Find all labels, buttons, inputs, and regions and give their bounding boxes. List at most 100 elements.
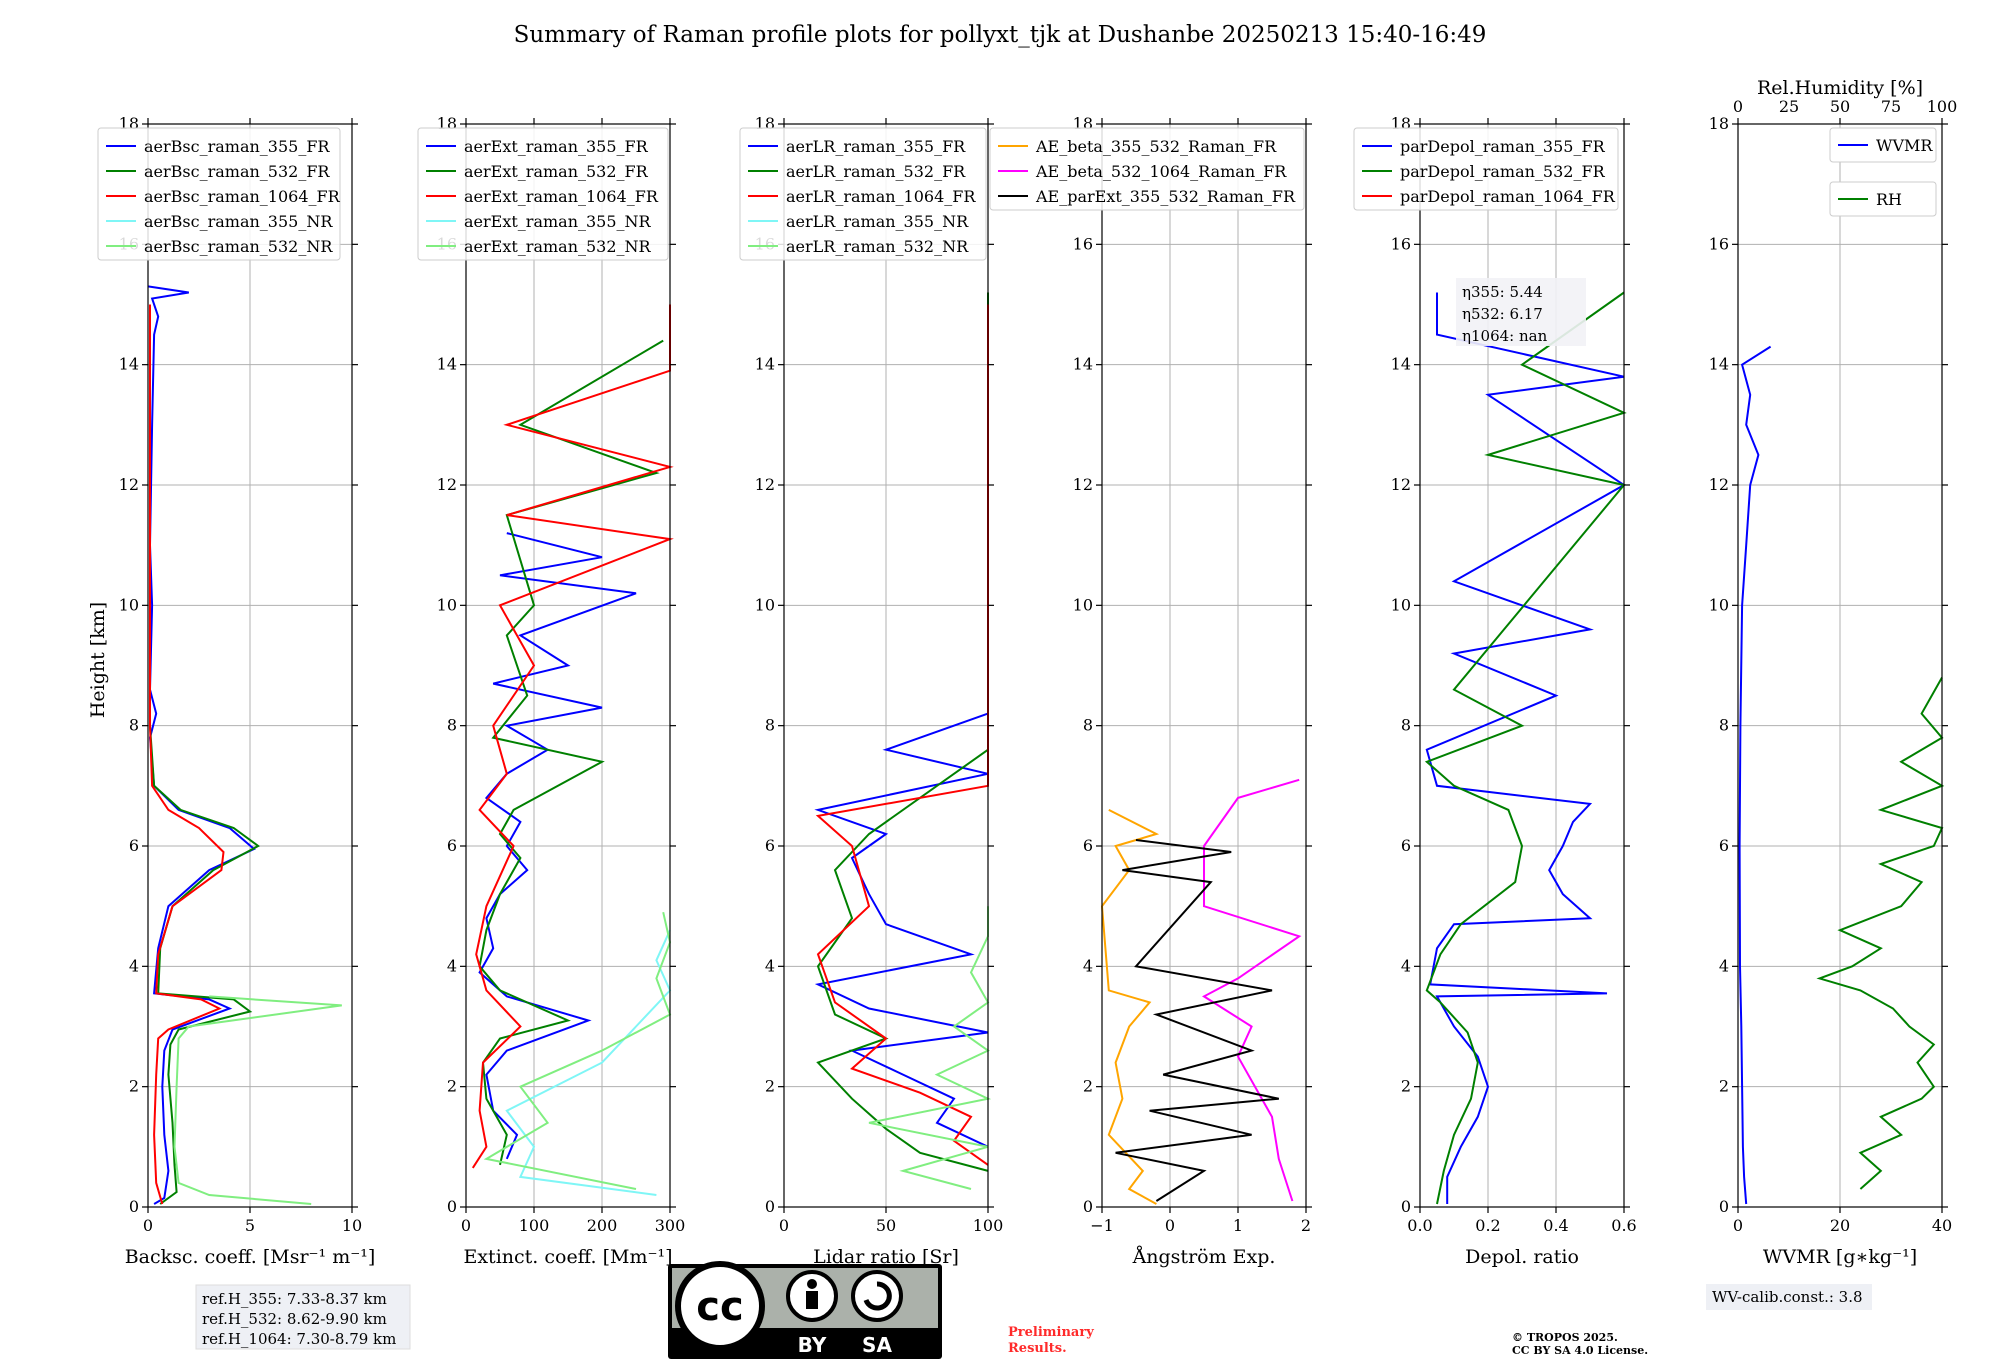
- legend-label: aerLR_raman_1064_FR: [786, 187, 976, 206]
- legend-label: aerBsc_raman_355_NR: [144, 212, 333, 231]
- series-line-bsc-0: [147, 285, 256, 1205]
- series-line-ae-2: [1115, 839, 1280, 1202]
- top-x-tick-label: 100: [1927, 97, 1958, 116]
- y-tick-label: 14: [1073, 355, 1093, 374]
- legend-label: aerLR_raman_355_NR: [786, 212, 969, 231]
- y-tick-label: 12: [437, 475, 457, 494]
- x-tick-label: 100: [519, 1216, 550, 1235]
- y-tick-label: 4: [129, 956, 139, 975]
- ref-height-1064: ref.H_1064: 7.30-8.79 km: [202, 1330, 396, 1348]
- y-tick-label: 8: [447, 716, 457, 735]
- y-tick-label: 12: [755, 475, 775, 494]
- y-tick-label: 8: [1083, 716, 1093, 735]
- legend-label: parDepol_raman_355_FR: [1400, 137, 1606, 156]
- y-tick-label: 0: [1083, 1197, 1093, 1216]
- y-tick-label: 10: [1073, 595, 1093, 614]
- legend-label: AE_beta_355_532_Raman_FR: [1035, 137, 1277, 156]
- wv-calib-box: WV-calib.const.: 3.8: [1706, 1284, 1872, 1310]
- legend-label: aerBsc_raman_1064_FR: [144, 187, 341, 206]
- series-line-ae-0: [1100, 809, 1160, 1205]
- legend-box: [989, 127, 1305, 211]
- y-tick-label: 6: [129, 836, 139, 855]
- x-axis-label: Extinct. coeff. [Mm⁻¹]: [463, 1246, 672, 1268]
- y-tick-label: 8: [1719, 716, 1729, 735]
- legend-label: aerExt_raman_355_FR: [464, 137, 649, 156]
- series-line-bsc-1: [149, 304, 261, 1205]
- x-axis-label: Ångström Exp.: [1132, 1246, 1276, 1268]
- eta-355: η355: 5.44: [1462, 283, 1543, 301]
- y-tick-label: 2: [447, 1077, 457, 1096]
- x-tick-label: 0: [1733, 1216, 1743, 1235]
- legend-label: RH: [1876, 190, 1902, 209]
- series-line-bsc-2: [149, 304, 225, 1205]
- legend-label: aerBsc_raman_532_FR: [144, 162, 330, 181]
- panel-bsc: 0246810121416180510Backsc. coeff. [Msr⁻¹…: [97, 114, 376, 1268]
- x-tick-label: 300: [655, 1216, 686, 1235]
- series-line-wv-1: [1816, 677, 1945, 1190]
- y-tick-label: 6: [1083, 836, 1093, 855]
- series-line-ext-4: [483, 911, 672, 1190]
- y-tick-label: 12: [1709, 475, 1729, 494]
- x-tick-label: 5: [245, 1216, 255, 1235]
- x-axis-label: Backsc. coeff. [Msr⁻¹ m⁻¹]: [125, 1246, 376, 1268]
- series-line-depol-0: [1425, 292, 1626, 1204]
- by-label: BY: [798, 1333, 827, 1357]
- wv-calib-const: WV-calib.const.: 3.8: [1712, 1288, 1863, 1306]
- subplot-panels: 0246810121416180510Backsc. coeff. [Msr⁻¹…: [97, 77, 1958, 1268]
- series-line-lr-1: [816, 292, 989, 1172]
- top-x-tick-label: 75: [1881, 97, 1901, 116]
- panel-ext: 0246810121416180100200300Extinct. coeff.…: [417, 114, 686, 1268]
- y-tick-label: 4: [447, 956, 457, 975]
- y-tick-label: 2: [129, 1077, 139, 1096]
- cc-icon: [675, 1261, 765, 1351]
- y-axis-label: Height [km]: [87, 602, 109, 718]
- top-x-tick-label: 50: [1830, 97, 1850, 116]
- axes-frame: [465, 123, 671, 1208]
- legend-label: AE_beta_532_1064_Raman_FR: [1035, 162, 1287, 181]
- series-line-ext-2: [471, 304, 674, 1169]
- x-tick-label: 50: [876, 1216, 896, 1235]
- cc-label: cc: [696, 1284, 743, 1330]
- ref-height-355: ref.H_355: 7.33-8.37 km: [202, 1290, 387, 1308]
- legend-label: aerExt_raman_1064_FR: [464, 187, 659, 206]
- sa-share-icon: [851, 1270, 903, 1322]
- y-tick-label: 8: [129, 716, 139, 735]
- y-tick-label: 14: [119, 355, 139, 374]
- y-tick-label: 10: [755, 595, 775, 614]
- series-line-depol-1: [1424, 291, 1627, 1205]
- legend-box: [1829, 127, 1937, 163]
- legend-box: [739, 127, 987, 261]
- y-tick-label: 16: [1073, 234, 1093, 253]
- legend-label: parDepol_raman_1064_FR: [1400, 187, 1616, 206]
- y-tick-label: 14: [1391, 355, 1411, 374]
- axes-frame: [1419, 123, 1625, 1208]
- legend-label: parDepol_raman_532_FR: [1400, 162, 1606, 181]
- y-tick-label: 12: [1391, 475, 1411, 494]
- y-tick-label: 8: [765, 716, 775, 735]
- x-tick-label: 1: [1233, 1216, 1243, 1235]
- y-tick-label: 0: [447, 1197, 457, 1216]
- series-line-wv-0: [1738, 345, 1772, 1205]
- y-tick-label: 10: [1391, 595, 1411, 614]
- x-tick-label: 10: [342, 1216, 362, 1235]
- y-tick-label: 4: [1719, 956, 1729, 975]
- x-tick-label: 0: [1165, 1216, 1175, 1235]
- y-tick-label: 10: [119, 595, 139, 614]
- y-tick-label: 10: [437, 595, 457, 614]
- series-line-ext-3: [505, 929, 672, 1196]
- series-line-bsc-4: [173, 995, 342, 1205]
- eta-box: η355: 5.44 η532: 6.17 η1064: nan: [1456, 278, 1586, 346]
- y-tick-label: 4: [765, 956, 775, 975]
- eta-532: η532: 6.17: [1462, 305, 1543, 323]
- ref-heights-box: ref.H_355: 7.33-8.37 km ref.H_532: 8.62-…: [195, 1284, 411, 1350]
- legend-label: aerBsc_raman_355_FR: [144, 137, 330, 156]
- x-tick-label: 0.6: [1611, 1216, 1636, 1235]
- y-tick-label: 16: [1391, 234, 1411, 253]
- preliminary-line2: Results.: [1008, 1341, 1067, 1356]
- y-tick-label: 18: [1709, 114, 1729, 133]
- legend-box: [97, 127, 341, 261]
- top-x-tick-label: 25: [1779, 97, 1799, 116]
- y-tick-label: 0: [1401, 1197, 1411, 1216]
- legend-box: [417, 127, 669, 261]
- y-tick-label: 4: [1083, 956, 1093, 975]
